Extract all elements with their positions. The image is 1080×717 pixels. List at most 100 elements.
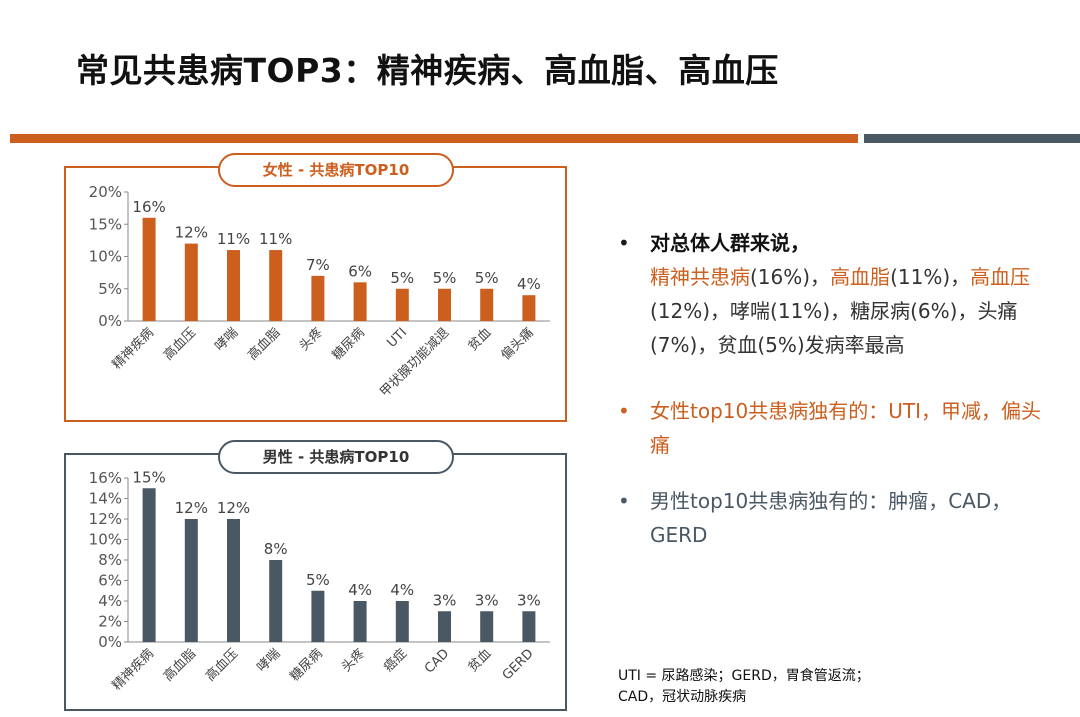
bar-value-label: 11% xyxy=(259,230,292,248)
bar-value-label: 5% xyxy=(475,269,499,287)
page-title: 常见共患病TOP3：精神疾病、高血脂、高血压 xyxy=(76,51,779,90)
bar xyxy=(311,275,325,321)
bar-value-label: 12% xyxy=(217,499,250,517)
bar xyxy=(480,611,494,642)
y-tick-label: 0% xyxy=(98,312,122,330)
bar xyxy=(522,295,536,321)
bullet-glyph: • xyxy=(618,399,630,423)
bar-value-label: 12% xyxy=(175,499,208,517)
highlighted-disease: 精神共患病 xyxy=(650,265,750,289)
bar xyxy=(395,601,409,642)
bar-value-label: 3% xyxy=(433,591,457,609)
overall-body-segment: (16%)， xyxy=(750,265,831,289)
male-chart-panel: 0% 2% 4% 6% 8% 10% 12% 14% 16% 15% 精神疾病 12% 高血脂 12% 高血… xyxy=(64,440,567,711)
y-tick-label: 8% xyxy=(98,551,122,569)
bar-value-label: 11% xyxy=(217,230,250,248)
bar-value-label: 6% xyxy=(348,262,372,280)
summary-bullet-male: • 男性top10共患病独有的：肿瘤，CAD，GERD xyxy=(618,484,1058,552)
y-tick-label: 10% xyxy=(89,248,122,266)
x-tick-label: CAD xyxy=(422,646,452,676)
bar xyxy=(438,611,451,642)
x-tick-label: 贫血 xyxy=(465,646,495,676)
bar xyxy=(184,243,198,321)
bar-value-label: 5% xyxy=(433,269,457,287)
female-chart-panel: 0% 5% 10% 15% 20% 16% 精神疾病 12% 高血压 11% 哮喘 11% 高血脂 7% 头… xyxy=(64,153,567,422)
bar-value-label: 4% xyxy=(348,581,372,599)
overall-body-segment: (11%)， xyxy=(890,265,971,289)
bar xyxy=(227,519,240,642)
y-tick-label: 16% xyxy=(89,469,122,487)
x-tick-label: 精神疾病 xyxy=(110,646,157,693)
bar xyxy=(395,288,409,321)
male-chart-title: 男性 - 共患病TOP10 xyxy=(218,440,454,474)
highlighted-disease: 高血脂 xyxy=(830,265,891,289)
bar-value-label: 4% xyxy=(517,275,541,293)
overall-body-text: 精神共患病(16%)，高血脂(11%)，高血压 (12%)，哮喘(11%)，糖尿病… xyxy=(650,260,1058,362)
y-tick-label: 4% xyxy=(98,592,122,610)
female-unique-text: 女性top10共患病独有的：UTI，甲减，偏头痛 xyxy=(650,399,1041,457)
footnote-line-1: UTI = 尿路感染；GERD，胃食管返流； xyxy=(618,668,870,684)
y-tick-label: 0% xyxy=(98,633,122,651)
male-unique-text: 男性top10共患病独有的：肿瘤，CAD，GERD xyxy=(650,489,1012,547)
x-tick-label: 高血脂 xyxy=(160,646,199,685)
x-tick-label: 癌症 xyxy=(380,646,410,676)
bar-value-label: 16% xyxy=(132,198,165,216)
bar-value-label: 3% xyxy=(517,591,541,609)
y-tick-label: 5% xyxy=(98,280,122,298)
y-tick-label: 12% xyxy=(89,510,122,528)
bar xyxy=(269,560,283,642)
bar xyxy=(184,519,198,642)
x-tick-label: 糖尿病 xyxy=(329,325,368,364)
divider-band-orange xyxy=(10,134,858,143)
bar xyxy=(353,282,367,321)
bar xyxy=(142,488,156,642)
bar xyxy=(269,250,283,321)
y-tick-label: 14% xyxy=(89,490,122,508)
bar-value-label: 5% xyxy=(306,571,330,589)
bar-value-label: 7% xyxy=(306,256,330,274)
summary-notes: • 对总体人群来说， 精神共患病(16%)，高血脂(11%)，高血压 (12%)，… xyxy=(618,226,1058,570)
x-tick-label: UTI xyxy=(384,325,410,351)
bar xyxy=(227,250,240,321)
abbreviation-footnote: UTI = 尿路感染；GERD，胃食管返流； CAD，冠状动脉疾病 xyxy=(618,666,870,708)
highlighted-disease: 高血压 xyxy=(970,265,1031,289)
summary-bullet-female: • 女性top10共患病独有的：UTI，甲减，偏头痛 xyxy=(618,394,1058,462)
y-tick-label: 20% xyxy=(89,183,122,201)
bar-value-label: 8% xyxy=(264,540,288,558)
female-chart-title: 女性 - 共患病TOP10 xyxy=(218,153,454,187)
x-tick-label: 贫血 xyxy=(465,325,495,355)
summary-bullet-overall: • 对总体人群来说， 精神共患病(16%)，高血脂(11%)，高血压 (12%)，… xyxy=(618,226,1058,362)
x-tick-label: 高血压 xyxy=(202,646,241,685)
x-tick-label: 头疼 xyxy=(297,325,326,354)
y-tick-label: 15% xyxy=(89,215,122,233)
bullet-glyph: • xyxy=(618,489,630,513)
x-tick-label: 偏头痛 xyxy=(498,325,537,364)
bar-value-label: 3% xyxy=(475,591,499,609)
x-tick-label: 哮喘 xyxy=(254,646,284,676)
female-bar-chart: 0% 5% 10% 15% 20% 16% 精神疾病 12% 高血压 11% 哮喘 11% 高血脂 7% 头… xyxy=(89,183,550,400)
x-tick-label: GERD xyxy=(500,646,537,683)
x-tick-label: 头疼 xyxy=(339,646,368,675)
footnote-line-2: CAD，冠状动脉疾病 xyxy=(618,689,747,705)
male-bar-chart: 0% 2% 4% 6% 8% 10% 12% 14% 16% 15% 精神疾病 12% 高血脂 12% 高血… xyxy=(89,468,550,694)
bullet-glyph: • xyxy=(618,231,630,255)
bar-value-label: 12% xyxy=(175,224,208,242)
bar-value-label: 15% xyxy=(132,468,165,486)
y-tick-label: 6% xyxy=(98,572,122,590)
bar xyxy=(353,601,367,642)
x-tick-label: 哮喘 xyxy=(212,325,242,355)
x-tick-label: 精神疾病 xyxy=(110,325,157,372)
y-tick-label: 10% xyxy=(89,531,122,549)
bar xyxy=(522,611,536,642)
bar xyxy=(142,217,156,321)
bar xyxy=(438,288,451,321)
overall-body-segment: (12%)，哮喘(11%)，糖尿病(6%)，头痛(7%)，贫血(5%)发病率最高 xyxy=(650,299,1018,357)
bar-value-label: 4% xyxy=(390,581,414,599)
bar xyxy=(311,590,325,642)
y-tick-label: 2% xyxy=(98,613,122,631)
x-tick-label: 高血脂 xyxy=(245,325,284,364)
x-tick-label: 高血压 xyxy=(160,325,199,364)
bar-value-label: 5% xyxy=(390,269,414,287)
divider-band-slate xyxy=(864,134,1080,143)
bar xyxy=(480,288,494,321)
